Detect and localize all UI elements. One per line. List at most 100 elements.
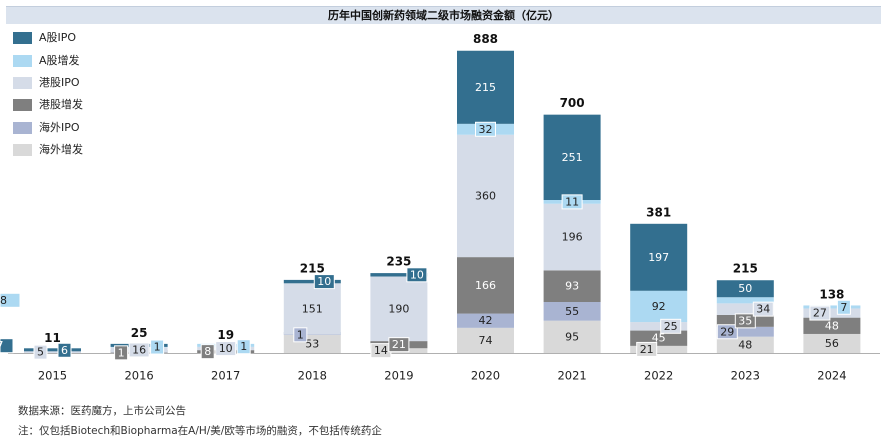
segment-value-label: 48 [825,319,839,332]
x-tick-label: 2022 [644,369,673,383]
bar-segment [24,350,81,353]
bar-total-label: 381 [646,205,671,219]
segment-value-label: 7 [0,339,4,352]
segment-value-tag [57,342,72,358]
legend-swatch [13,32,32,45]
segment-value-label: 53 [305,337,319,350]
bar-total-label: 11 [44,331,61,345]
segment-value-label: 7 [840,301,847,314]
segment-value-tag [836,299,851,315]
segment-value-tag [406,267,428,283]
bar-segment [370,273,428,277]
bar-segment [543,114,601,200]
bar-segment [283,279,341,284]
bar-total-label: 25 [131,326,148,340]
legend-swatch [13,144,32,157]
segment-value-tag [660,318,682,334]
bar-segment [457,134,514,258]
segment-value-label: 18 [0,294,7,307]
segment-value-tag [734,313,756,329]
segment-value-label: 32 [479,123,493,136]
segment-value-label: 1 [118,346,125,359]
x-tick-label: 2020 [471,369,500,383]
segment-value-label: 5 [37,346,44,359]
bar-segment [716,303,774,315]
segment-value-label: 21 [640,343,654,356]
segment-value-label: 42 [479,314,493,327]
bar-total-label: 215 [300,261,325,275]
chart-title: 历年中国创新药领域二级市场融资金额（亿元） [6,6,881,24]
bar-segment [457,327,514,353]
segment-value-label: 35 [738,314,752,327]
segment-value-tag [809,305,831,321]
segment-value-tag [128,342,150,358]
x-tick-label: 2017 [211,369,240,383]
legend-swatch [13,121,32,134]
legend-swatch [13,54,32,67]
segment-value-tag [475,121,496,137]
segment-value-label: 16 [132,343,146,356]
x-tick-label: 2024 [817,369,846,383]
legend-item: A股增发 [13,49,83,71]
bar-segment [630,290,688,323]
segment-value-tag [752,301,774,317]
segment-value-tag [114,345,129,361]
segment-value-tag [388,337,410,353]
segment-value-label: 196 [562,231,583,244]
bar-total-label: 215 [733,262,758,276]
bar-segment [543,270,601,302]
segment-value-label: 360 [475,189,496,202]
bar-segment [716,297,774,304]
chart-legend: A股IPO A股增发港股IPO 港股增发海外IPO 海外增发 [13,27,83,161]
segment-value-label: 25 [664,320,678,333]
segment-value-tag [200,344,215,360]
legend-item: 港股增发 [13,94,83,116]
bar-total-label: 888 [473,32,498,46]
segment-value-label: 251 [562,151,583,164]
bar-segment [543,302,601,321]
legend-label: 港股IPO [39,75,80,89]
legend-label: A股IPO [39,31,77,45]
bar-segment [803,317,861,334]
bar-segment [630,322,688,331]
legend-label: 海外IPO [39,120,80,134]
bar-segment [803,333,861,353]
segment-value-tag [0,338,14,354]
segment-value-label: 34 [756,303,770,316]
bar-segment [803,305,861,309]
legend-swatch [13,76,32,89]
segment-value-label: 8 [204,345,211,358]
legend-item: 港股IPO [13,72,83,94]
bar-total-label: 19 [217,328,234,342]
chart-notes: 数据来源：医药魔方，上市公司公告 注：仅包括Biotech和Biopharma在… [18,401,382,441]
segment-value-label: 21 [392,338,406,351]
segment-value-tag [636,341,658,357]
segment-value-label: 45 [652,332,666,345]
bar-segment [457,257,514,314]
segment-value-tag [236,339,251,355]
x-tick-label: 2019 [384,369,413,383]
segment-value-label: 10 [219,342,233,355]
segment-value-tag [150,339,165,355]
segment-value-label: 10 [317,275,331,288]
segment-value-label: 27 [813,307,827,320]
legend-item: 海外IPO [13,117,83,139]
bar-segment [457,313,514,328]
segment-value-tag [293,327,308,343]
source-note: 数据来源：医药魔方，上市公司公告 [18,405,186,417]
segment-value-tag [215,341,237,357]
bar-segment [543,203,601,271]
x-tick-label: 2023 [731,369,760,383]
segment-value-tag [716,324,738,340]
bar-segment [630,345,688,353]
segment-value-tag [33,344,48,360]
segment-value-label: 56 [825,337,839,350]
segment-value-label: 190 [388,302,409,315]
bar-segment [370,276,428,342]
segment-value-label: 10 [410,268,424,281]
segment-value-label: 92 [652,300,666,313]
segment-value-tag [313,274,335,290]
legend-label: 海外增发 [39,143,83,157]
segment-value-label: 14 [374,344,388,357]
